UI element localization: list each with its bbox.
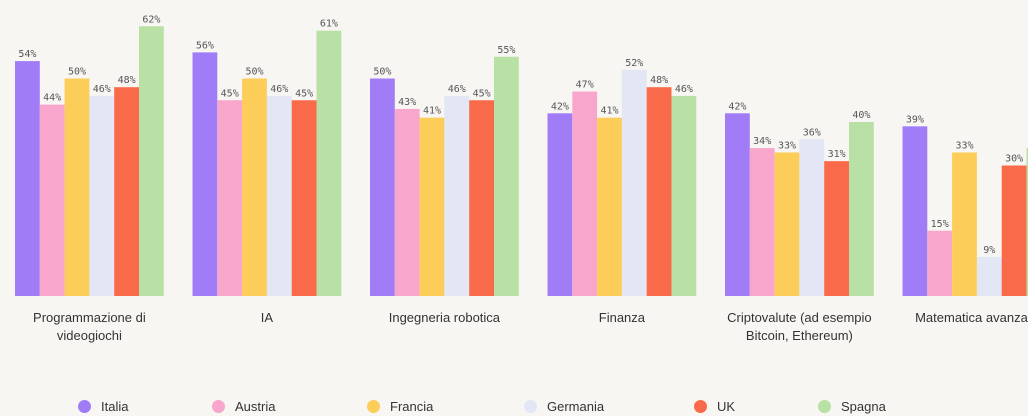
bar [927, 230, 953, 296]
bar [291, 100, 317, 296]
bar [547, 113, 573, 296]
bar [952, 152, 977, 296]
bar [572, 91, 598, 296]
value-label: 46% [448, 84, 466, 95]
value-label: 50% [373, 67, 391, 78]
legend-swatch [818, 400, 831, 413]
value-label: 50% [68, 67, 86, 78]
value-label: 62% [142, 14, 160, 25]
legend-label: Italia [101, 399, 129, 414]
value-label: 61% [320, 19, 338, 30]
bar [749, 148, 775, 296]
x-tick-label: Finanza [598, 310, 646, 325]
legend-label: Austria [235, 399, 276, 414]
bar [242, 78, 267, 296]
bar [976, 256, 1002, 296]
bar [671, 95, 697, 297]
bar [849, 122, 874, 296]
value-label: 52% [625, 58, 643, 69]
x-tick-label: Matematica avanzata [915, 310, 1028, 325]
legend-label: UK [717, 399, 736, 414]
bar [725, 113, 750, 296]
value-label: 47% [576, 80, 594, 91]
bar [39, 104, 65, 296]
bar [64, 78, 90, 296]
legend-item: Austria [212, 399, 275, 414]
x-tick-label: Programmazione di videogiochi [33, 310, 146, 343]
legend-swatch [367, 400, 380, 413]
value-label: 44% [43, 93, 61, 104]
legend-label: Germania [547, 399, 605, 414]
value-label: 42% [728, 101, 746, 112]
x-tick-label: IA [260, 310, 274, 325]
bar [139, 26, 164, 297]
bar [217, 100, 243, 296]
value-label: 33% [955, 140, 973, 151]
bar [370, 78, 395, 296]
value-label: 48% [650, 75, 668, 86]
bar [419, 117, 445, 297]
bar [15, 61, 40, 296]
bar [902, 126, 928, 296]
bar [597, 117, 622, 297]
legend-swatch [78, 400, 91, 413]
bar [114, 87, 139, 296]
value-label: 48% [118, 75, 136, 86]
value-label: 54% [18, 49, 36, 60]
bar [444, 95, 470, 297]
bar [774, 152, 800, 296]
value-label: 33% [778, 140, 796, 151]
value-label: 30% [1005, 154, 1023, 165]
value-label: 45% [473, 88, 491, 99]
x-tick-label: Ingegneria robotica [388, 310, 501, 325]
legend-item: Francia [367, 399, 433, 414]
bar [316, 30, 342, 297]
legend-label: Spagna [841, 399, 886, 414]
bar [621, 69, 647, 296]
value-label: 43% [398, 97, 416, 108]
value-label: 42% [551, 101, 569, 112]
x-tick-label: Criptovalute (ad esempio Bitcoin, Ethere… [727, 310, 872, 343]
value-label: 36% [803, 127, 821, 138]
value-label: 9% [983, 245, 995, 256]
value-label: 41% [423, 106, 441, 117]
bar [394, 108, 420, 296]
legend-swatch [694, 400, 707, 413]
bar [469, 100, 494, 296]
bar [646, 87, 672, 296]
value-label: 46% [270, 84, 288, 95]
value-label: 45% [295, 88, 313, 99]
value-label: 31% [828, 149, 846, 160]
bar [266, 95, 292, 297]
bar [1026, 148, 1028, 296]
bar [494, 56, 519, 296]
legend-item: Italia [78, 399, 128, 414]
bar [192, 52, 218, 297]
bar [824, 161, 849, 296]
legend-item: Germania [524, 399, 604, 414]
value-label: 46% [93, 84, 111, 95]
legend-item: Spagna [818, 399, 886, 414]
value-label: 46% [675, 84, 693, 95]
bar [1001, 165, 1027, 296]
legend-item: UK [694, 399, 735, 414]
value-label: 40% [852, 110, 870, 121]
value-label: 45% [221, 88, 239, 99]
legend-label: Francia [390, 399, 434, 414]
legend-swatch [524, 400, 537, 413]
value-label: 50% [245, 67, 263, 78]
value-label: 41% [600, 106, 618, 117]
legend-swatch [212, 400, 225, 413]
value-label: 15% [931, 219, 949, 230]
value-label: 55% [497, 45, 515, 56]
value-label: 34% [753, 136, 771, 147]
value-label: 56% [196, 40, 214, 51]
bar [89, 95, 115, 297]
value-label: 39% [906, 114, 924, 125]
bar [799, 139, 825, 296]
